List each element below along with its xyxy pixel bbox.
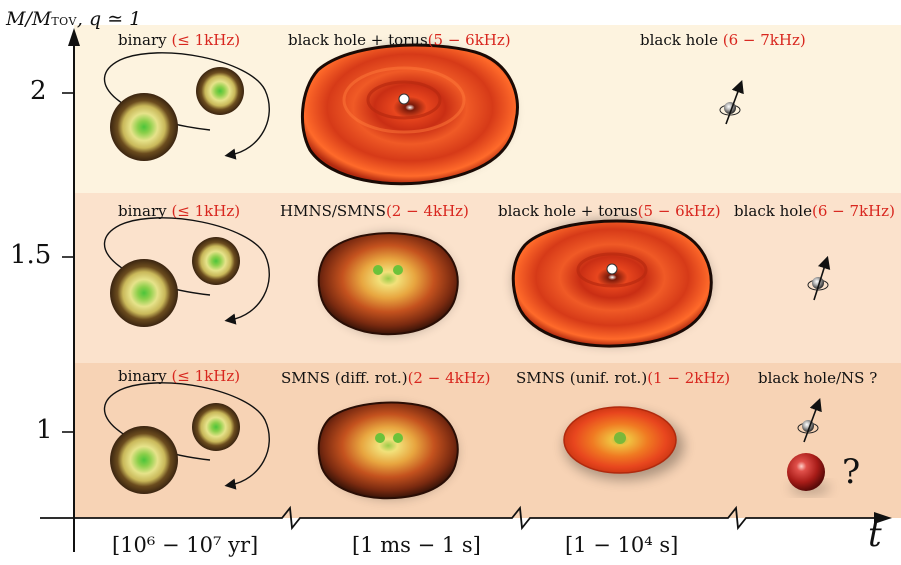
label-bh-mass-1-5: black hole(6 − 7kHz): [734, 202, 895, 220]
label-bh-ns-mass-1: black hole/NS ?: [758, 369, 878, 387]
neutron-star-ball: [787, 453, 830, 494]
binary-mass-1-5: [103, 217, 270, 327]
smns-diff-mass-1: [317, 401, 459, 500]
y-tick-2: 2: [30, 76, 47, 106]
label-bh-mass-2: black hole (6 − 7kHz): [640, 31, 806, 49]
x-tick-ms: [1 ms − 1 s]: [352, 533, 481, 557]
black-hole-mass-1: [797, 397, 822, 443]
binary-mass-1: [103, 382, 270, 494]
t-axis-label: t: [868, 515, 882, 555]
label-binary-mass-1-5: binary (≤ 1kHz): [118, 202, 241, 220]
label-binary-mass-2: binary (≤ 1kHz): [118, 31, 241, 49]
hmns-mass-1-5: [317, 232, 459, 336]
label-binary-mass-1: binary (≤ 1kHz): [118, 367, 241, 385]
x-tick-binary: [10⁶ − 10⁷ yr]: [112, 533, 259, 557]
y-tick-1-5: 1.5: [10, 240, 52, 270]
black-hole-mass-2: [719, 79, 744, 125]
y-tick-1: 1: [36, 415, 53, 445]
y-axis-label: M/MTOV, q ≃ 1: [6, 8, 142, 30]
torus-mass-2: [300, 43, 519, 186]
label-smns-unif-mass-1: SMNS (unif. rot.)(1 − 2kHz): [516, 369, 731, 387]
y-axis: [62, 28, 80, 552]
x-tick-s: [1 − 10⁴ s]: [565, 533, 679, 557]
black-hole-mass-1-5: [807, 255, 831, 301]
t-axis: [40, 505, 892, 531]
label-torus-mass-1-5: black hole + torus(5 − 6kHz): [498, 202, 721, 220]
smns-unif-mass-1: [563, 406, 684, 480]
label-torus-mass-2: black hole + torus(5 − 6kHz): [288, 31, 511, 49]
label-smns-diff-mass-1: SMNS (diff. rot.)(2 − 4kHz): [281, 369, 491, 387]
label-hmns-mass-1-5: HMNS/SMNS(2 − 4kHz): [280, 202, 469, 220]
binary-mass-2: [103, 52, 270, 161]
question-mark: ?: [842, 452, 861, 492]
torus-mass-1-5: [511, 219, 713, 348]
